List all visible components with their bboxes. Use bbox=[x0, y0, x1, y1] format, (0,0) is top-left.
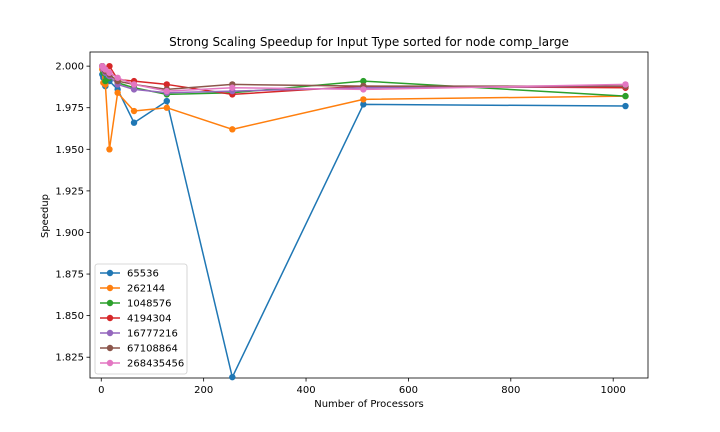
legend-label: 268435456 bbox=[127, 359, 184, 370]
data-point bbox=[106, 146, 113, 153]
data-point bbox=[114, 89, 121, 96]
legend-marker bbox=[106, 329, 114, 337]
data-point bbox=[163, 81, 170, 88]
data-point bbox=[130, 107, 138, 115]
data-point bbox=[229, 126, 236, 133]
legend-label: 1048576 bbox=[127, 299, 172, 310]
series-line bbox=[101, 66, 626, 97]
x-tick-label: 200 bbox=[194, 385, 213, 396]
x-tick-label: 600 bbox=[399, 385, 418, 396]
y-tick-label: 1.925 bbox=[55, 186, 84, 197]
data-point bbox=[130, 81, 138, 88]
legend-marker bbox=[106, 359, 114, 367]
x-tick-label: 1000 bbox=[600, 385, 625, 396]
x-axis-label: Number of Processors bbox=[314, 399, 424, 410]
legend-label: 262144 bbox=[127, 284, 165, 295]
data-point bbox=[130, 119, 138, 126]
legend-box bbox=[94, 263, 188, 375]
legend-marker bbox=[106, 314, 114, 322]
chart-title: Strong Scaling Speedup for Input Type so… bbox=[169, 35, 569, 49]
data-point bbox=[114, 74, 121, 81]
data-point bbox=[622, 81, 629, 88]
y-tick-label: 1.850 bbox=[55, 311, 84, 322]
y-axis-label: Speedup bbox=[40, 194, 51, 238]
data-point bbox=[622, 92, 629, 100]
data-point bbox=[360, 86, 367, 93]
y-tick-label: 1.825 bbox=[55, 353, 84, 364]
y-tick-label: 2.000 bbox=[55, 62, 84, 73]
data-point bbox=[229, 373, 236, 381]
axes-frame bbox=[89, 51, 649, 379]
data-point bbox=[163, 104, 170, 111]
x-tick-label: 0 bbox=[98, 385, 104, 396]
legend-marker bbox=[106, 269, 114, 277]
plot-area: 0 200 400 600 800 1000 1.825 1.850 1.875 1.900 1.9… bbox=[55, 51, 649, 396]
legend-marker bbox=[106, 299, 114, 307]
x-tick-label: 800 bbox=[501, 385, 520, 396]
data-point bbox=[130, 86, 138, 93]
series-268435456 bbox=[99, 62, 629, 95]
data-point bbox=[360, 101, 367, 108]
legend-marker bbox=[106, 344, 114, 352]
data-point bbox=[622, 102, 629, 110]
data-point bbox=[229, 84, 236, 91]
y-tick-label: 1.875 bbox=[55, 270, 84, 281]
y-tick-label: 1.900 bbox=[55, 228, 84, 239]
data-point bbox=[163, 87, 170, 95]
y-tick-label: 1.950 bbox=[55, 145, 84, 156]
legend-marker bbox=[106, 284, 114, 292]
y-tick-label: 1.975 bbox=[55, 103, 84, 114]
legend-label: 67108864 bbox=[127, 344, 178, 355]
data-point bbox=[163, 97, 170, 105]
data-point bbox=[106, 69, 113, 76]
data-point bbox=[360, 96, 367, 103]
x-tick-label: 400 bbox=[296, 385, 315, 396]
legend: 65536 262144 1048576 4194304 16777216 6710886… bbox=[94, 263, 188, 375]
legend-label: 4194304 bbox=[127, 314, 172, 325]
legend-label: 16777216 bbox=[127, 329, 178, 340]
legend-label: 65536 bbox=[127, 269, 159, 280]
data-point bbox=[360, 77, 367, 85]
